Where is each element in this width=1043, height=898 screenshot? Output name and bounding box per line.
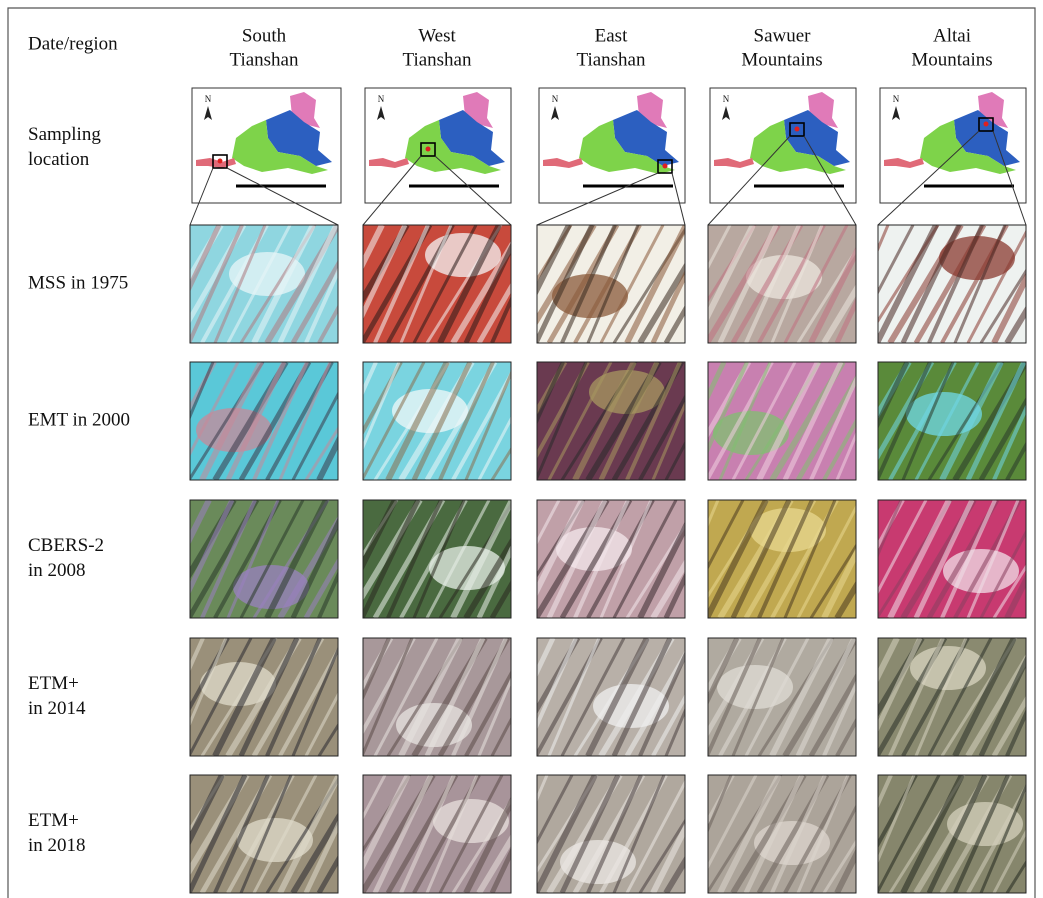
location-map: N bbox=[710, 88, 856, 203]
region-header: East bbox=[595, 25, 628, 46]
satellite-image bbox=[497, 500, 724, 618]
satellite-image bbox=[150, 500, 374, 618]
satellite-image bbox=[668, 500, 908, 618]
satellite-image bbox=[323, 638, 554, 756]
north-label: N bbox=[893, 94, 900, 104]
region-header: Altai bbox=[933, 25, 971, 46]
satellite-image bbox=[838, 362, 1043, 480]
row-label: Sampling bbox=[28, 124, 101, 145]
figure-table: Date/region South Tianshan West Tianshan Eas… bbox=[0, 0, 1043, 898]
satellite-image bbox=[150, 225, 384, 343]
north-label: N bbox=[205, 94, 212, 104]
sample-point bbox=[663, 164, 668, 169]
sample-point bbox=[218, 159, 223, 164]
region-header: Sawuer bbox=[754, 25, 812, 46]
satellite-image bbox=[668, 638, 902, 756]
region-header: Tianshan bbox=[230, 49, 299, 70]
region-header: Tianshan bbox=[577, 49, 646, 70]
row-label: CBERS-2 bbox=[28, 535, 104, 556]
satellite-image bbox=[497, 362, 728, 480]
corner-header: Date/region bbox=[28, 33, 118, 54]
sample-point bbox=[426, 147, 431, 152]
region-header: South bbox=[242, 25, 287, 46]
row-label: ETM+ bbox=[28, 673, 79, 694]
sample-point bbox=[984, 122, 989, 127]
row-label: ETM+ bbox=[28, 810, 79, 831]
north-label: N bbox=[723, 94, 730, 104]
row-label: EMT in 2000 bbox=[28, 409, 130, 430]
region-header: Mountains bbox=[911, 49, 992, 70]
row-label: location bbox=[28, 149, 90, 170]
satellite-image bbox=[323, 225, 547, 343]
sample-point bbox=[795, 127, 800, 132]
row-label: in 2018 bbox=[28, 835, 86, 856]
row-label: in 2014 bbox=[28, 698, 86, 719]
satellite-image bbox=[668, 225, 895, 343]
satellite-image bbox=[668, 775, 898, 893]
satellite-image bbox=[497, 775, 737, 893]
satellite-image bbox=[838, 638, 1043, 756]
satellite-image bbox=[150, 775, 387, 893]
satellite-image bbox=[323, 362, 566, 480]
satellite-image bbox=[838, 775, 1043, 893]
location-map: N bbox=[880, 88, 1026, 203]
region-header: Mountains bbox=[741, 49, 822, 70]
north-label: N bbox=[552, 94, 559, 104]
north-label: N bbox=[378, 94, 385, 104]
satellite-image bbox=[150, 638, 393, 756]
satellite-image bbox=[323, 500, 560, 618]
location-map: N bbox=[192, 88, 341, 203]
row-label: MSS in 1975 bbox=[28, 272, 128, 293]
region-header: West bbox=[418, 25, 456, 46]
satellite-image bbox=[838, 225, 1043, 343]
location-map: N bbox=[365, 88, 511, 203]
row-label: in 2008 bbox=[28, 560, 86, 581]
location-map: N bbox=[539, 88, 685, 203]
satellite-image bbox=[150, 362, 380, 480]
satellite-image bbox=[497, 225, 734, 343]
satellite-image bbox=[323, 775, 550, 893]
region-header: Tianshan bbox=[403, 49, 472, 70]
satellite-image bbox=[838, 500, 1043, 618]
